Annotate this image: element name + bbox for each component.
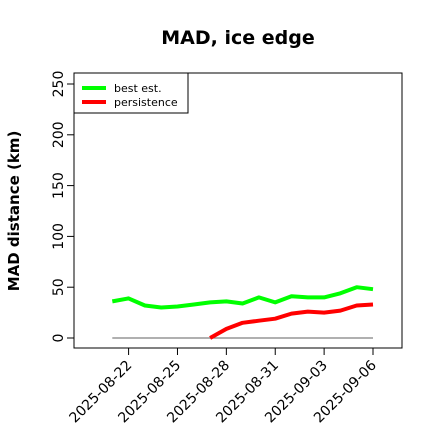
legend-label-0: best est. (114, 82, 162, 95)
legend-box (73, 72, 189, 114)
legend: best est.persistence (73, 72, 189, 114)
series-line-1 (209, 302, 374, 340)
x-axis: 2025-08-222025-08-252025-08-282025-08-31… (67, 347, 380, 426)
y-tick-label: 250 (51, 71, 67, 98)
chart-title: MAD, ice edge (161, 27, 314, 49)
y-tick-label: 0 (51, 334, 67, 343)
series-line-0 (111, 285, 374, 310)
y-tick-label: 100 (51, 223, 67, 250)
y-axis-label: MAD distance (km) (5, 131, 23, 292)
y-tick-label: 150 (51, 172, 67, 199)
legend-label-1: persistence (114, 96, 178, 109)
series-layer (111, 285, 374, 340)
y-axis: 0 50 100 150 200 250 (51, 71, 75, 343)
y-tick-label: 50 (51, 278, 67, 296)
y-tick-label: 200 (51, 121, 67, 148)
